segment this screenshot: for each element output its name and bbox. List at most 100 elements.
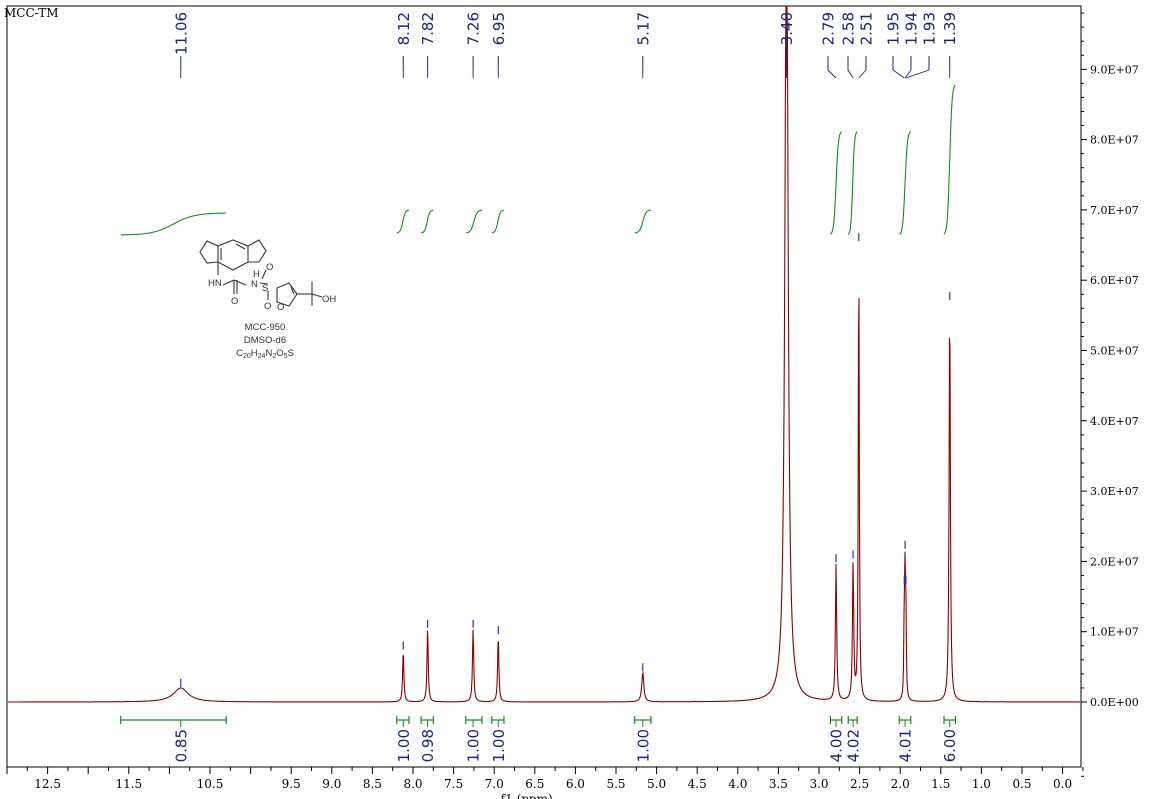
x-tick-label: 4.0 xyxy=(728,777,747,791)
integration-value: 6.00 xyxy=(941,729,959,762)
atom-label: N xyxy=(251,279,258,290)
molecular-formula: C20H24N2O5S xyxy=(236,348,294,360)
x-tick-label: 2.5 xyxy=(850,777,869,791)
x-axis-label: f1 (ppm) xyxy=(501,792,553,799)
peak-label: 2.51 xyxy=(858,12,876,45)
compound-name: MCC-950 xyxy=(245,322,286,333)
y-tick-label: 2.0E+07 xyxy=(1090,555,1139,568)
y-tick-label: 5.0E+07 xyxy=(1090,345,1139,358)
y-axis: 0.0E+00 1.0E+07 2.0E+07 3.0E+07 4.0E+07 5.0E+… xyxy=(1081,12,1139,777)
x-tick-label: 8.5 xyxy=(363,777,382,791)
y-tick-label: 3.0E+07 xyxy=(1090,485,1139,498)
x-tick-label: 12.5 xyxy=(34,777,61,791)
y-tick-label: 1.0E+07 xyxy=(1090,626,1139,639)
x-tick-label: 3.0 xyxy=(809,777,828,791)
atom-label: OH xyxy=(322,294,336,305)
x-tick-label: 5.0 xyxy=(647,777,666,791)
plot-border xyxy=(6,5,1082,768)
formula-subscript: 5 xyxy=(284,353,288,360)
formula-subscript: 24 xyxy=(258,353,266,360)
x-tick-label: 7.0 xyxy=(485,777,504,791)
y-tick-label: 8.0E+07 xyxy=(1090,134,1139,147)
atom-label: O xyxy=(264,301,271,312)
peak-label-leader xyxy=(904,69,912,79)
y-tick-label: 4.0E+07 xyxy=(1090,415,1139,428)
formula-element: H xyxy=(251,348,258,359)
solvent-label: DMSO-d6 xyxy=(244,335,286,346)
formula-subscript: 20 xyxy=(243,353,251,360)
integration-value: 0.98 xyxy=(419,729,437,762)
x-tick-label: 9.5 xyxy=(282,777,301,791)
formula-element: S xyxy=(288,348,294,359)
formula-element: N xyxy=(265,348,272,359)
integration-value: 4.02 xyxy=(845,729,863,762)
peak-label: 6.95 xyxy=(490,12,508,45)
y-tick-label: 9.0E+07 xyxy=(1090,63,1139,76)
integral-curve xyxy=(465,209,482,234)
x-tick-label: 10.5 xyxy=(197,777,224,791)
peak-label-leader xyxy=(827,69,837,79)
integral-curve xyxy=(120,212,227,236)
integral-curve xyxy=(943,84,956,235)
x-tick-label: 1.0 xyxy=(972,777,991,791)
formula-subscript: 2 xyxy=(272,353,276,360)
x-tick-label: 11.5 xyxy=(115,777,142,791)
spectrum-line xyxy=(8,5,1080,703)
y-tick-label: 7.0E+07 xyxy=(1090,204,1139,217)
atom-label: H xyxy=(253,269,260,280)
peak-label: 2.79 xyxy=(820,12,838,45)
x-tick-label: 0.5 xyxy=(1012,777,1031,791)
integral-curves xyxy=(120,84,956,236)
x-tick-label: 8.0 xyxy=(403,777,422,791)
peak-label: 11.06 xyxy=(172,12,190,55)
atom-label: O xyxy=(277,302,284,313)
atom-label: O xyxy=(231,296,238,307)
x-tick-label: 3.5 xyxy=(769,777,788,791)
x-tick-label: 6.0 xyxy=(566,777,585,791)
peak-label: 7.82 xyxy=(419,12,437,45)
peak-label-leader xyxy=(847,69,854,79)
peak-label: 2.58 xyxy=(840,12,858,45)
x-axis: 12.5 11.5 10.5 9.5 9.0 8.5 8.0 7.5 7.0 6.5 6.0 5.5 5… xyxy=(6,767,1084,799)
integration-value: 1.00 xyxy=(465,729,483,762)
x-tick-label: 4.5 xyxy=(688,777,707,791)
integration-value: 1.00 xyxy=(395,729,413,762)
peak-label: 1.95 xyxy=(885,12,903,45)
x-tick-label: 0.0 xyxy=(1053,777,1072,791)
integral-curve xyxy=(421,209,434,234)
peak-label: 1.39 xyxy=(941,12,959,45)
x-tick-label: 9.0 xyxy=(322,777,341,791)
integration-labels: 0.85 1.00 0.98 1.00 1.00 1.00 4.00 4.02 4.01 6.00 xyxy=(120,716,959,762)
peak-label: 1.93 xyxy=(921,12,939,45)
integral-curve xyxy=(634,209,651,234)
atom-label: O xyxy=(266,262,273,273)
x-tick-label: 5.5 xyxy=(606,777,625,791)
atom-label: S xyxy=(262,283,268,294)
integration-value: 1.00 xyxy=(634,729,652,762)
y-tick-label: 6.0E+07 xyxy=(1090,274,1139,287)
peak-label: 7.26 xyxy=(465,12,483,45)
integration-value: 4.00 xyxy=(828,729,846,762)
integral-curve xyxy=(396,209,409,234)
integral-curve xyxy=(491,209,504,234)
integration-value: 0.85 xyxy=(172,729,190,762)
y-tick-label: 0.0E+00 xyxy=(1090,696,1139,709)
x-tick-label: 1.5 xyxy=(931,777,950,791)
peak-label: 1.94 xyxy=(903,12,921,45)
spectrum xyxy=(8,5,1080,703)
peak-label-leader xyxy=(905,69,930,79)
peak-label: 8.12 xyxy=(395,12,413,45)
spectrum-title: MCC-TM xyxy=(4,6,59,20)
peak-label-leader xyxy=(892,69,905,79)
x-tick-label: 7.5 xyxy=(444,777,463,791)
integration-value: 1.00 xyxy=(490,729,508,762)
integral-curve xyxy=(899,131,912,235)
peak-labels: 11.06 8.12 7.82 7.26 6.95 5.17 3.40 2.79 2.58 2.5… xyxy=(172,12,959,79)
integral-curve xyxy=(830,131,843,235)
atom-label: HN xyxy=(208,278,222,289)
peak-label: 5.17 xyxy=(634,12,652,45)
plot-frame xyxy=(6,5,1082,768)
integration-value: 4.01 xyxy=(897,729,915,762)
